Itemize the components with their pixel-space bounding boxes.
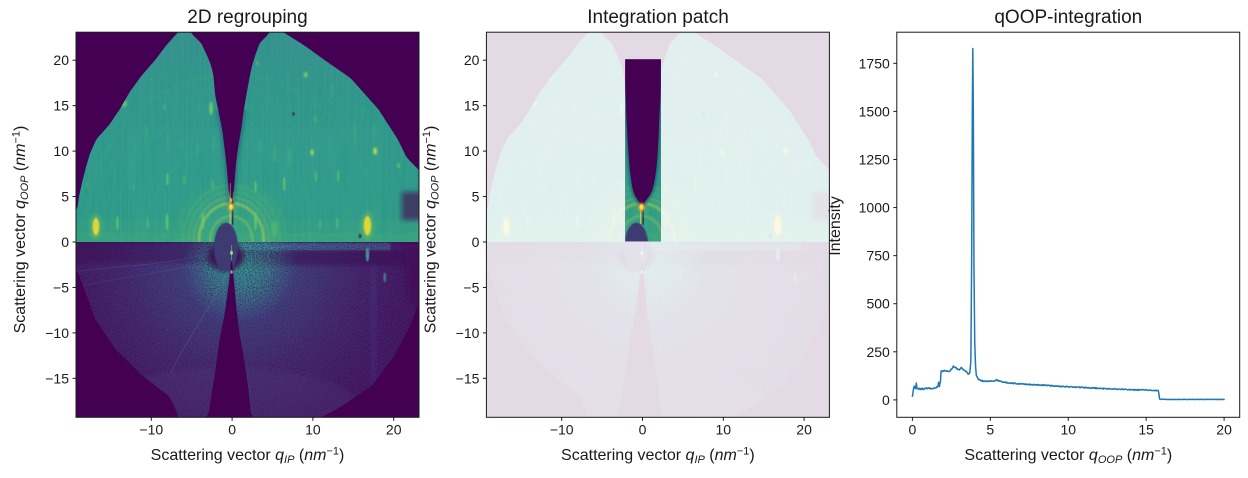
svg-text:−10: −10 bbox=[550, 422, 574, 438]
svg-text:250: 250 bbox=[866, 344, 890, 360]
svg-text:10: 10 bbox=[716, 422, 732, 438]
svg-text:1000: 1000 bbox=[859, 200, 890, 216]
svg-text:0: 0 bbox=[472, 234, 480, 250]
svg-text:5: 5 bbox=[472, 189, 480, 205]
svg-text:−5: −5 bbox=[53, 279, 69, 295]
svg-text:20: 20 bbox=[386, 422, 402, 438]
svg-text:Intensity: Intensity bbox=[827, 196, 844, 256]
svg-text:20: 20 bbox=[796, 422, 812, 438]
svg-text:5: 5 bbox=[986, 422, 994, 438]
svg-text:Scattering vector qOOP (nm−1): Scattering vector qOOP (nm−1) bbox=[11, 126, 32, 334]
svg-text:15: 15 bbox=[1138, 422, 1154, 438]
svg-text:1750: 1750 bbox=[859, 55, 890, 71]
svg-text:750: 750 bbox=[866, 248, 890, 264]
svg-text:−10: −10 bbox=[45, 325, 69, 341]
svg-text:2D regrouping: 2D regrouping bbox=[187, 7, 307, 28]
svg-text:5: 5 bbox=[61, 189, 69, 205]
svg-text:Scattering vector qOOP (nm−1): Scattering vector qOOP (nm−1) bbox=[421, 126, 442, 334]
svg-text:500: 500 bbox=[866, 296, 890, 312]
svg-text:20: 20 bbox=[464, 52, 480, 68]
svg-text:20: 20 bbox=[53, 52, 69, 68]
svg-text:0: 0 bbox=[228, 422, 236, 438]
svg-text:Scattering vector qIP (nm−1): Scattering vector qIP (nm−1) bbox=[561, 446, 755, 467]
svg-text:−15: −15 bbox=[45, 370, 69, 386]
svg-text:0: 0 bbox=[882, 392, 890, 408]
svg-text:10: 10 bbox=[1060, 422, 1076, 438]
svg-text:15: 15 bbox=[53, 98, 69, 114]
svg-text:Scattering vector qOOP (nm−1): Scattering vector qOOP (nm−1) bbox=[964, 446, 1172, 467]
svg-text:15: 15 bbox=[464, 98, 480, 114]
svg-text:0: 0 bbox=[909, 422, 917, 438]
svg-text:Scattering vector qIP (nm−1): Scattering vector qIP (nm−1) bbox=[151, 446, 345, 467]
svg-text:qOOP-integration: qOOP-integration bbox=[994, 7, 1142, 28]
svg-text:0: 0 bbox=[61, 234, 69, 250]
svg-text:−15: −15 bbox=[456, 370, 480, 386]
svg-text:20: 20 bbox=[1216, 422, 1232, 438]
svg-text:1250: 1250 bbox=[859, 151, 890, 167]
svg-text:10: 10 bbox=[305, 422, 321, 438]
svg-text:−10: −10 bbox=[456, 325, 480, 341]
svg-text:−5: −5 bbox=[463, 279, 479, 295]
svg-text:Integration patch: Integration patch bbox=[587, 7, 729, 28]
svg-text:0: 0 bbox=[639, 422, 647, 438]
svg-text:−10: −10 bbox=[139, 422, 163, 438]
svg-text:10: 10 bbox=[53, 143, 69, 159]
svg-text:1500: 1500 bbox=[859, 103, 890, 119]
svg-text:10: 10 bbox=[464, 143, 480, 159]
